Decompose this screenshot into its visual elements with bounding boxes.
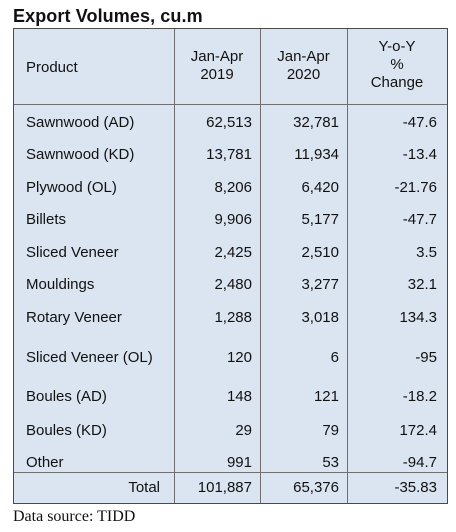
table-title: Export Volumes, cu.m <box>13 6 203 26</box>
row-value-2020: 11,934 <box>294 146 339 163</box>
total-change: -35.83 <box>394 479 437 496</box>
row-product: Billets <box>26 211 67 228</box>
row-product: Sawnwood (AD) <box>26 114 135 131</box>
row-value-2019: 8,206 <box>214 179 252 196</box>
column-divider <box>260 29 261 503</box>
row-value-2019: 991 <box>226 454 252 471</box>
row-value-2019: 1,288 <box>214 309 252 326</box>
row-product: Boules (KD) <box>26 422 107 439</box>
row-change: 172.4 <box>399 422 437 439</box>
row-value-2019: 2,425 <box>214 244 252 261</box>
header-change-line1: Y-o-Y <box>378 38 416 55</box>
row-change: -94.7 <box>402 454 437 471</box>
row-value-2020: 32,781 <box>293 114 339 131</box>
header-divider <box>14 104 447 105</box>
row-change: 3.5 <box>416 244 437 261</box>
column-divider <box>174 29 175 503</box>
row-product: Sliced Veneer <box>26 244 119 261</box>
row-change: 32.1 <box>407 276 437 293</box>
row-product: Sawnwood (KD) <box>26 146 135 163</box>
row-value-2019: 62,513 <box>206 114 252 131</box>
header-2019: Jan-Apr 2019 <box>174 48 260 84</box>
row-value-2019: 13,781 <box>206 146 252 163</box>
row-value-2020: 6,420 <box>301 179 339 196</box>
row-value-2019: 148 <box>226 388 252 405</box>
header-2020: Jan-Apr 2020 <box>260 48 347 84</box>
row-value-2020: 5,177 <box>301 211 339 228</box>
row-value-2019: 120 <box>226 349 252 366</box>
row-value-2020: 3,277 <box>301 276 339 293</box>
header-2019-line1: Jan-Apr <box>190 48 244 65</box>
total-label: Total <box>128 479 160 496</box>
total-divider <box>14 472 447 473</box>
row-value-2019: 9,906 <box>214 211 252 228</box>
row-change: -21.76 <box>394 179 437 196</box>
row-change: -47.7 <box>402 211 437 228</box>
data-source-note: Data source: TIDD <box>13 508 136 525</box>
header-2020-line2: 2020 <box>286 66 321 83</box>
header-product: Product <box>26 59 78 76</box>
row-change: -13.4 <box>402 146 437 163</box>
column-divider <box>347 29 348 503</box>
row-change: -47.6 <box>402 114 437 131</box>
header-2020-line1: Jan-Apr <box>277 48 330 65</box>
row-product: Rotary Veneer <box>26 309 122 326</box>
row-product: Sliced Veneer (OL) <box>26 349 153 366</box>
row-value-2020: 6 <box>330 349 339 366</box>
row-change: -18.2 <box>402 388 437 405</box>
total-2019: 101,887 <box>197 479 252 496</box>
row-change: -95 <box>415 349 437 366</box>
row-value-2020: 53 <box>322 454 339 471</box>
row-value-2019: 29 <box>235 422 252 439</box>
total-2020: 65,376 <box>293 479 339 496</box>
row-product: Plywood (OL) <box>26 179 117 196</box>
header-change-line2: % <box>390 56 404 73</box>
row-product: Mouldings <box>26 276 95 293</box>
row-product: Other <box>26 454 64 471</box>
row-value-2020: 121 <box>313 388 339 405</box>
header-change-line3: Change <box>370 74 424 91</box>
export-volumes-table: Product Jan-Apr 2019 Jan-Apr 2020 Y-o-Y … <box>13 28 448 504</box>
row-product: Boules (AD) <box>26 388 107 405</box>
row-value-2019: 2,480 <box>214 276 252 293</box>
header-change: Y-o-Y % Change <box>347 38 447 92</box>
header-2019-line2: 2019 <box>200 66 234 83</box>
row-value-2020: 79 <box>322 422 339 439</box>
row-value-2020: 2,510 <box>301 244 339 261</box>
row-value-2020: 3,018 <box>301 309 339 326</box>
row-change: 134.3 <box>399 309 437 326</box>
